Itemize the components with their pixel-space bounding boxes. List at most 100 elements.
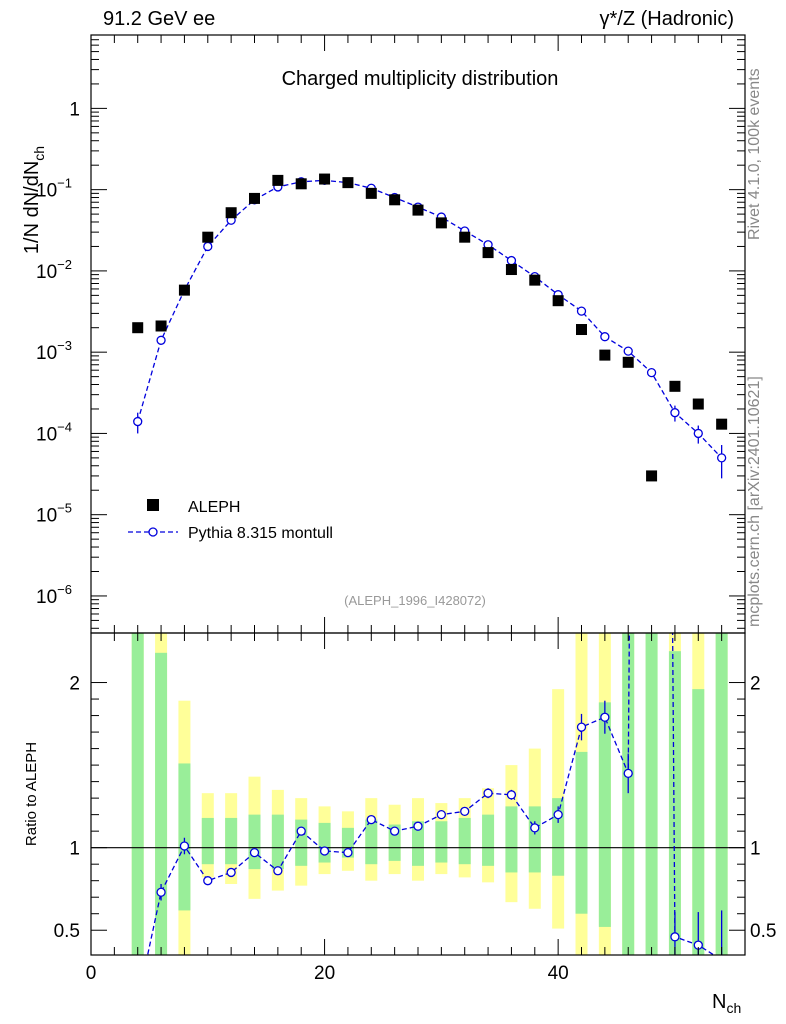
- analysis-annotation: (ALEPH_1996_I428072): [344, 593, 486, 608]
- ratio-point: [134, 997, 142, 1005]
- legend-data-marker: [147, 499, 159, 511]
- data-point: [202, 231, 214, 243]
- ratio-y-tick-label: 0.5: [54, 921, 80, 942]
- band-inner: [575, 751, 588, 914]
- ratio-point: [156, 887, 166, 897]
- data-point: [412, 204, 424, 216]
- data-point: [576, 324, 587, 336]
- band-inner: [248, 814, 261, 870]
- mc-point: [646, 367, 657, 378]
- y-tick-label: 10−2: [36, 257, 72, 283]
- ratio-y-tick-label-right: 2: [750, 674, 761, 695]
- y-tick-label: 10−5: [36, 501, 72, 527]
- data-point: [249, 192, 260, 204]
- band-inner: [131, 633, 144, 955]
- plot-frames: 0 20 40: [86, 34, 746, 984]
- mc-line: [137, 179, 723, 459]
- band-inner: [482, 814, 495, 866]
- band-inner: [505, 806, 518, 873]
- band-inner: [365, 819, 378, 865]
- data-point: [132, 322, 144, 334]
- ratio-point: [623, 768, 633, 779]
- data-point: [716, 418, 728, 430]
- ratio-point: [273, 866, 283, 876]
- legend-data-label: ALEPH: [188, 499, 240, 516]
- data-point: [669, 380, 681, 392]
- mc-point: [203, 241, 213, 252]
- ratio-line: [146, 633, 716, 955]
- ratio-y-tick-label: 1: [69, 839, 80, 860]
- ratio-bands: [131, 633, 728, 955]
- ratio-y-tick-label-right: 1: [750, 839, 761, 860]
- ratio-point: [203, 876, 213, 886]
- ratio-point: [530, 823, 540, 833]
- band-inner: [271, 814, 284, 870]
- ratio-point: [413, 821, 423, 831]
- legend-mc-marker: [148, 527, 158, 537]
- ratio-point: [226, 867, 236, 878]
- y-tick-label: 1: [69, 99, 80, 120]
- band-inner: [598, 702, 611, 927]
- y-tick-label: 10−3: [36, 338, 72, 364]
- ratio-y-tick-label-right: 0.5: [750, 921, 776, 942]
- band-inner: [645, 633, 658, 955]
- ratio-point: [576, 722, 587, 732]
- data-point: [692, 398, 704, 410]
- chart-title: Charged multiplicity distribution: [282, 68, 559, 90]
- data-point: [389, 194, 401, 206]
- band-inner: [668, 651, 681, 955]
- main-frame: [90, 34, 746, 634]
- mc-point: [670, 408, 680, 418]
- mc-point: [576, 306, 587, 316]
- ratio-point: [436, 809, 447, 820]
- data-point: [622, 356, 634, 368]
- data-point: [646, 470, 658, 482]
- y-axis-label: 1/N dN/dNch: [21, 146, 47, 254]
- ratio-point: [389, 826, 400, 836]
- x-tick-label: 0: [86, 963, 97, 984]
- band-inner: [201, 817, 214, 865]
- y-tick-label: 10−1: [36, 176, 72, 202]
- legend: ALEPH Pythia 8.315 montull: [128, 499, 333, 542]
- mc-point: [693, 428, 703, 439]
- data-point: [295, 178, 307, 190]
- ratio-point: [319, 846, 330, 856]
- data-point: [505, 264, 517, 276]
- ratio-point: [483, 788, 493, 798]
- header-left: 91.2 GeV ee: [103, 8, 216, 30]
- ratio-point: [366, 814, 376, 825]
- data-point: [552, 295, 564, 307]
- ratio-y-axis-label: Ratio to ALEPH: [23, 742, 40, 846]
- band-inner: [528, 806, 541, 873]
- band-inner: [715, 633, 728, 955]
- band-inner: [155, 652, 168, 955]
- main-panel: Charged multiplicity distribution (ALEPH_…: [21, 34, 745, 629]
- ratio-point: [343, 847, 353, 858]
- x-tick-label: 40: [548, 963, 569, 984]
- data-point: [178, 284, 190, 296]
- data-point: [435, 217, 447, 229]
- x-tick-label: 20: [314, 963, 335, 984]
- ratio-point: [460, 806, 470, 816]
- data-point: [365, 187, 377, 199]
- data-point: [529, 274, 541, 286]
- ratio-point: [296, 826, 306, 836]
- mc-point: [156, 335, 166, 345]
- ratio-point: [179, 841, 190, 851]
- y-tick-label: 10−6: [36, 582, 72, 608]
- data-point: [482, 247, 494, 259]
- data-point: [272, 174, 284, 186]
- header-right: γ*/Z (Hadronic): [599, 8, 734, 30]
- ratio-point: [249, 847, 260, 858]
- band-inner: [435, 821, 448, 863]
- mc-point: [623, 346, 633, 356]
- ratio-point: [600, 712, 610, 722]
- mc-point: [133, 416, 143, 427]
- mc-point: [600, 332, 610, 342]
- ratio-panel: 0.5 0.5 1 1 2 2 Ratio to ALEPH Nch: [23, 633, 776, 1016]
- x-axis-label: Nch: [712, 991, 741, 1016]
- band-inner: [622, 633, 635, 955]
- mc-point: [506, 255, 517, 266]
- band-inner: [225, 817, 238, 865]
